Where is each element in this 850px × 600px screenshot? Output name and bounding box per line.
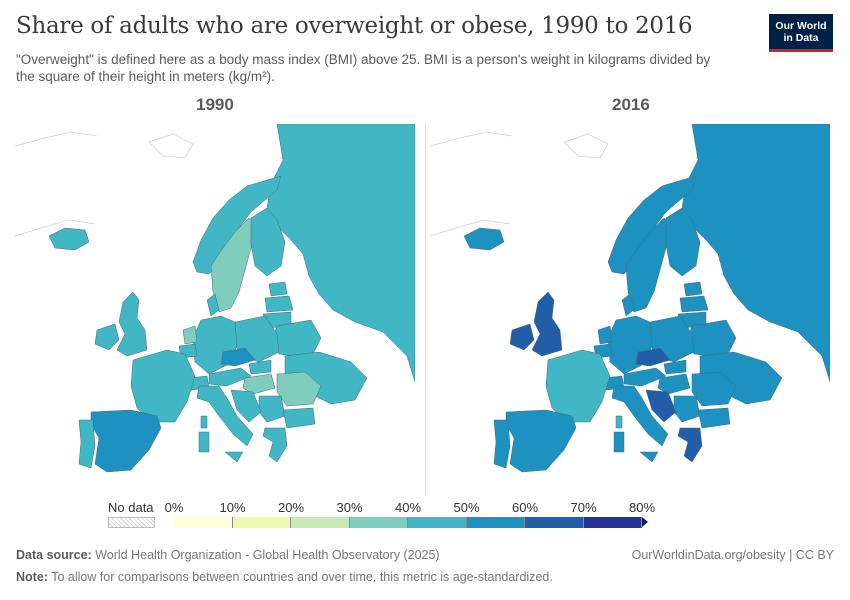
map-1990[interactable]: russia: 45%norway: 44%sweden: 38%finland…: [15, 124, 415, 496]
country-sardinia[interactable]: sardinia: 45%: [198, 431, 210, 453]
legend-tick-label: 80%: [628, 500, 656, 515]
panel-label-1990: 1990: [196, 95, 234, 114]
legend-bin[interactable]: [466, 517, 525, 528]
country-austria[interactable]: austria: 53%: [623, 367, 667, 387]
country-italy[interactable]: italy: 45%: [196, 385, 254, 447]
legend-tick-label: 70%: [570, 500, 597, 515]
legend-tick-label: 10%: [219, 500, 246, 515]
chart-title: Share of adults who are overweight or ob…: [16, 13, 693, 39]
panel-label-2016: 2016: [612, 95, 650, 114]
legend-no-data-swatch: [108, 517, 155, 528]
legend-bin[interactable]: [583, 517, 642, 528]
country-corsica[interactable]: corsica: 45%: [615, 415, 623, 429]
country-portugal[interactable]: portugal: 56%: [493, 419, 511, 469]
country-belarus[interactable]: belarus: 57%: [687, 319, 737, 359]
chart-subtitle: "Overweight" is defined here as a body m…: [16, 52, 711, 84]
legend-bin[interactable]: [525, 517, 584, 528]
country-france[interactable]: france: 45%: [545, 349, 611, 423]
country-finland[interactable]: finland: 55%: [665, 207, 701, 277]
map-2016[interactable]: russia: 56%norway: 54%sweden: 52%finland…: [430, 124, 830, 496]
country-hungary[interactable]: hungary: 56%: [657, 373, 691, 395]
country-estonia[interactable]: estonia: 44%: [268, 281, 288, 297]
country-spain[interactable]: spain: 58%: [505, 409, 577, 473]
country-sicily[interactable]: sicily: 45%: [224, 451, 244, 463]
country-sicily[interactable]: sicily: 54%: [639, 451, 659, 463]
coastline-decoration: [15, 124, 404, 237]
coastline-decoration: [430, 124, 819, 237]
country-denmark[interactable]: denmark: 54%: [621, 293, 635, 317]
country-latvia[interactable]: latvia: 45%: [264, 295, 294, 313]
note-text: To allow for comparisons between countri…: [51, 570, 553, 584]
country-estonia[interactable]: estonia: 54%: [683, 281, 703, 297]
legend-tick-label: 30%: [336, 500, 363, 515]
logo-line-2: in Data: [783, 31, 819, 44]
country-denmark[interactable]: denmark: 43%: [206, 293, 220, 317]
note-label: Note:: [16, 570, 48, 584]
owid-logo[interactable]: Our World in Data: [769, 14, 833, 52]
country-slovakia[interactable]: slovakia: 45%: [248, 359, 272, 375]
legend-tick-label: 40%: [394, 500, 422, 515]
country-croatia[interactable]: croatia: 45%: [230, 389, 262, 423]
country-ireland[interactable]: ireland: 42%: [94, 323, 120, 351]
country-bulgaria[interactable]: bulgaria: 58%: [697, 407, 731, 429]
country-croatia[interactable]: croatia: 66%: [645, 389, 677, 423]
country-bulgaria[interactable]: bulgaria: 44%: [282, 407, 316, 429]
country-czechia[interactable]: czechia: 60%: [635, 347, 671, 367]
legend-bin[interactable]: [174, 517, 233, 528]
legend-tick-label: 60%: [511, 500, 539, 515]
country-portugal[interactable]: portugal: 46%: [78, 419, 96, 469]
data-source-label: Data source:: [16, 548, 92, 562]
country-sardinia[interactable]: sardinia: 54%: [613, 431, 625, 453]
country-hungary[interactable]: hungary: 38%: [242, 373, 276, 395]
logo-line-1: Our World: [775, 19, 827, 32]
legend-tick-label: 50%: [453, 500, 480, 515]
country-ireland[interactable]: ireland: 62%: [509, 323, 535, 351]
country-italy[interactable]: italy: 54%: [611, 385, 669, 447]
country-slovakia[interactable]: slovakia: 58%: [663, 359, 687, 375]
country-romania[interactable]: romania: 38%: [276, 371, 322, 407]
legend-bin[interactable]: [232, 517, 291, 528]
country-netherlands[interactable]: netherlands: 38%: [182, 325, 198, 345]
country-czechia[interactable]: czechia: 56%: [220, 347, 256, 367]
country-corsica[interactable]: corsica: 44%: [200, 415, 208, 429]
country-iceland[interactable]: iceland: 57%: [463, 227, 505, 251]
country-greece[interactable]: greece: 63%: [677, 427, 703, 463]
country-serbia[interactable]: serbia: 59%: [673, 395, 701, 423]
country-greece[interactable]: greece: 46%: [262, 427, 288, 463]
legend-tick-label: 0%: [164, 500, 184, 515]
country-netherlands[interactable]: netherlands: 55%: [597, 325, 613, 345]
legend-bin[interactable]: [349, 517, 408, 528]
panel-divider: [425, 124, 426, 496]
country-romania[interactable]: romania: 56%: [691, 371, 737, 407]
data-source-text[interactable]: World Health Organization - Global Healt…: [95, 548, 440, 562]
source-link[interactable]: OurWorldinData.org/obesity | CC BY: [631, 548, 834, 562]
data-source: Data source: World Health Organization -…: [16, 548, 440, 562]
legend-bin[interactable]: [408, 517, 467, 528]
country-united-kingdom[interactable]: united-kingdom: 64%: [531, 291, 563, 357]
country-serbia[interactable]: serbia: 45%: [258, 395, 286, 423]
country-spain[interactable]: spain: 52%: [90, 409, 162, 473]
legend-no-data-label: No data: [108, 500, 154, 515]
country-united-kingdom[interactable]: united-kingdom: 45%: [116, 291, 148, 357]
chart-note: Note: To allow for comparisons between c…: [16, 570, 553, 584]
country-austria[interactable]: austria: 41%: [208, 367, 252, 387]
country-finland[interactable]: finland: 45%: [250, 207, 286, 277]
legend-tick-label: 20%: [277, 500, 305, 515]
legend-bin[interactable]: [291, 517, 350, 528]
legend-bin-open: [642, 517, 648, 527]
country-france[interactable]: france: 42%: [130, 349, 196, 423]
color-legend: [174, 517, 648, 528]
country-latvia[interactable]: latvia: 57%: [679, 295, 709, 313]
country-belarus[interactable]: belarus: 46%: [272, 319, 322, 359]
country-iceland[interactable]: iceland: 45%: [48, 227, 90, 251]
